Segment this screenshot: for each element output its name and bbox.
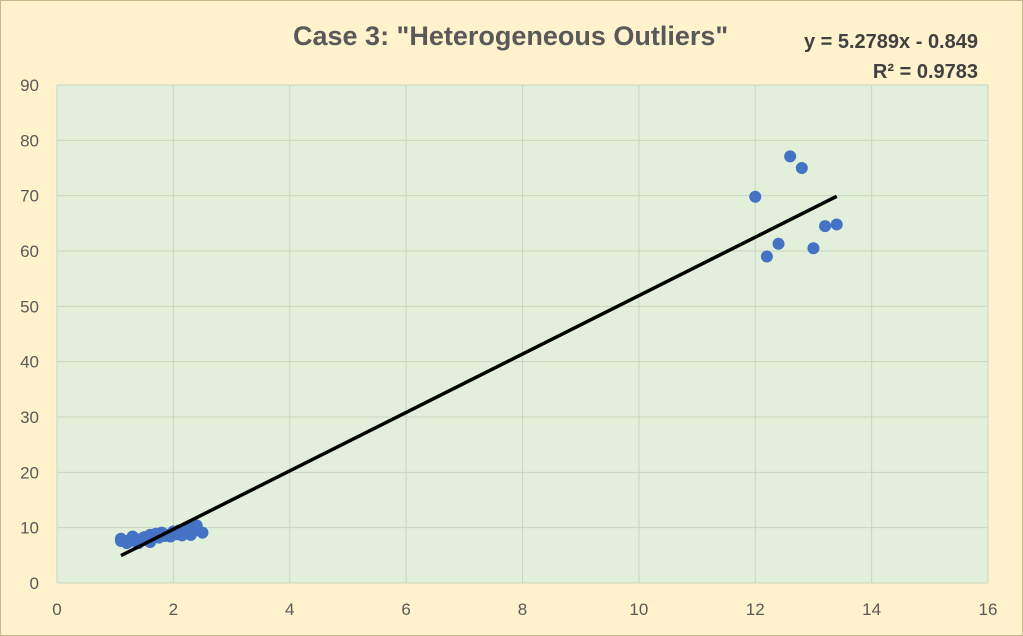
chart-title: Case 3: "Heterogeneous Outliers" <box>293 21 729 51</box>
x-tick-label: 0 <box>52 600 61 619</box>
x-tick-label: 14 <box>862 600 881 619</box>
data-point <box>830 218 843 231</box>
trendline-equation-box: y = 5.2789x - 0.849 R² = 0.9783 <box>738 27 978 87</box>
y-tick-label: 50 <box>20 297 39 316</box>
y-tick-label: 60 <box>20 242 39 261</box>
x-tick-label: 4 <box>285 600 294 619</box>
data-point <box>749 190 762 203</box>
data-point <box>784 150 797 163</box>
x-tick-label: 10 <box>629 600 648 619</box>
x-tick-label: 2 <box>169 600 178 619</box>
x-tick-label: 12 <box>746 600 765 619</box>
grid-lines <box>56 84 989 584</box>
x-tick-label: 8 <box>518 600 527 619</box>
y-tick-label: 40 <box>20 353 39 372</box>
data-point <box>807 242 820 255</box>
y-tick-label: 10 <box>20 519 39 538</box>
data-point <box>819 220 832 233</box>
y-tick-label: 80 <box>20 131 39 150</box>
data-point <box>772 237 785 250</box>
y-tick-label: 30 <box>20 408 39 427</box>
data-points <box>115 150 843 550</box>
x-tick-label: 16 <box>979 600 998 619</box>
trendline-equation: y = 5.2789x - 0.849 <box>803 31 978 53</box>
data-point <box>795 162 808 174</box>
trendline <box>120 194 838 558</box>
y-tick-label: 70 <box>20 187 39 206</box>
y-axis-tick-labels: 0 10 20 30 40 50 60 70 80 90 <box>20 76 39 593</box>
y-tick-label: 20 <box>20 463 39 482</box>
y-tick-label: 0 <box>30 574 39 593</box>
trendline-r-squared: R² = 0.9783 <box>872 61 978 83</box>
x-tick-label: 6 <box>401 600 410 619</box>
data-point <box>760 250 773 263</box>
x-axis-tick-labels: 0 2 4 6 8 10 12 14 16 <box>52 600 997 619</box>
y-tick-label: 90 <box>20 76 39 95</box>
data-point <box>196 526 209 539</box>
